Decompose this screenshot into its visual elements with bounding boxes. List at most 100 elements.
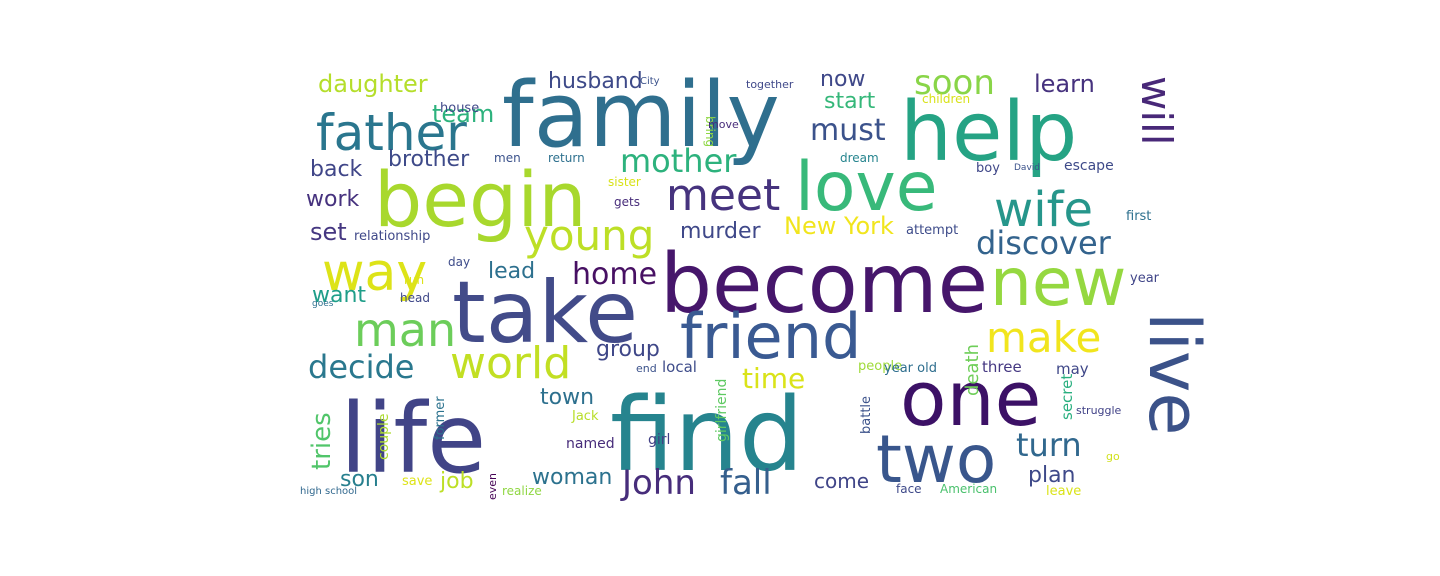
word-friend: friend (680, 300, 861, 373)
word-soon: soon (914, 63, 995, 103)
word-family: family (502, 63, 780, 168)
word-gets: gets (614, 195, 640, 209)
word-girl: girl (648, 432, 670, 448)
word-find: find (610, 376, 804, 495)
word-group: group (596, 337, 660, 362)
word-become: become (660, 237, 988, 332)
word-secret: secret (1058, 374, 1076, 420)
word-world: world (450, 338, 571, 389)
word-high-school: high school (300, 486, 357, 497)
word-dream: dream (840, 151, 879, 165)
word-home: home (572, 257, 657, 292)
word-escape: escape (1064, 158, 1114, 174)
word-back: back (310, 157, 363, 182)
word-mother: mother (620, 142, 737, 180)
word-woman: woman (532, 465, 612, 490)
word-relationship: relationship (354, 229, 430, 244)
word-love: love (795, 148, 938, 227)
word-local: local (662, 358, 697, 376)
word-decide: decide (308, 348, 414, 386)
word-move: move (708, 118, 739, 131)
word-together: together (746, 78, 794, 91)
word-death: death (962, 344, 983, 396)
word-attempt: attempt (906, 223, 958, 238)
word-make: make (986, 313, 1101, 362)
word-new: new (990, 244, 1126, 321)
word-return: return (548, 151, 585, 165)
word-leave: leave (1046, 484, 1081, 499)
word-realize: realize (502, 484, 542, 498)
word-life: life (340, 383, 486, 495)
word-two: two (876, 421, 996, 498)
word-face: face (896, 482, 922, 496)
word-run: run (404, 273, 424, 287)
word-new-york: New York (784, 212, 894, 240)
word-wife: wife (994, 182, 1093, 238)
word-year: year (1130, 271, 1160, 286)
word-set: set (310, 218, 347, 246)
word-son: son (340, 467, 379, 492)
word-house: house (440, 101, 479, 116)
word-husband: husband (548, 69, 643, 94)
word-battle: battle (859, 396, 874, 434)
word-go: go (1106, 450, 1120, 463)
word-brother: brother (388, 147, 470, 172)
word-way: way (322, 243, 427, 303)
word-take: take (452, 263, 638, 363)
word-struggle: struggle (1076, 404, 1122, 417)
word-sister: sister (608, 175, 641, 189)
word-job: job (439, 469, 474, 494)
word-david: David (1014, 163, 1040, 173)
word-three: three (982, 358, 1022, 376)
word-murder: murder (680, 219, 762, 244)
word-day: day (448, 255, 470, 269)
word-come: come (814, 469, 869, 493)
word-boy: boy (976, 161, 1000, 176)
word-meet: meet (666, 170, 780, 221)
word-plan: plan (1028, 463, 1076, 488)
word-people: people (858, 359, 902, 374)
word-may: may (1056, 360, 1089, 378)
word-town: town (540, 385, 594, 410)
word-goes: goes (312, 299, 334, 309)
word-father: father (316, 104, 467, 162)
word-year-old: year old (884, 361, 937, 376)
word-discover: discover (976, 224, 1112, 262)
word-man: man (354, 303, 456, 357)
word-head: head (400, 291, 430, 305)
word-want: want (312, 283, 366, 308)
word-start: start (824, 89, 876, 114)
word-first: first (1126, 209, 1151, 224)
word-must: must (810, 113, 886, 148)
word-named: named (566, 436, 615, 452)
word-john: John (620, 463, 696, 503)
word-even: even (486, 473, 499, 500)
word-city: City (640, 76, 660, 87)
word-children: children (922, 92, 970, 106)
word-learn: learn (1034, 70, 1095, 98)
word-live: live (1133, 312, 1215, 435)
word-girlfriend: girlfriend (714, 379, 730, 442)
word-now: now (820, 67, 865, 92)
word-turn: turn (1016, 426, 1082, 464)
word-young: young (524, 211, 654, 260)
word-one: one (900, 354, 1041, 443)
word-begin: begin (374, 155, 587, 244)
word-former: former (433, 396, 448, 440)
word-work: work (306, 187, 359, 212)
word-tries: tries (307, 412, 337, 470)
word-couple: couple (376, 413, 392, 460)
word-time: time (742, 362, 805, 395)
word-save: save (402, 474, 432, 489)
word-american: American (940, 482, 997, 496)
word-end: end (636, 362, 657, 375)
word-team: team (432, 100, 494, 128)
word-jack: Jack (571, 409, 599, 424)
word-daughter: daughter (318, 70, 428, 98)
word-help: help (900, 85, 1077, 180)
word-will: will (1132, 76, 1181, 145)
word-men: men (494, 151, 521, 165)
word-bring: bring (703, 116, 717, 147)
word-fall: fall (720, 463, 772, 503)
word-lead: lead (488, 259, 535, 284)
